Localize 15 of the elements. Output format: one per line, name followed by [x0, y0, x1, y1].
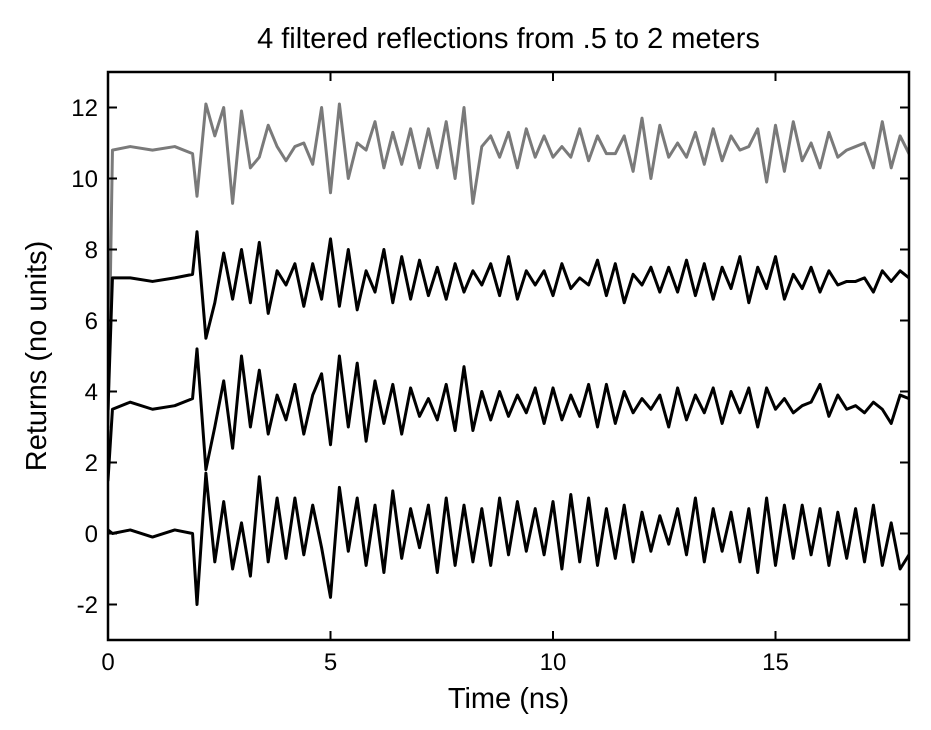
x-tick-label: 10 [540, 649, 566, 676]
y-tick-label: 10 [71, 166, 98, 193]
y-tick-label: 6 [84, 308, 98, 335]
chart-title: 4 filtered reflections from .5 to 2 meters [257, 23, 760, 55]
x-axis-title: Time (ns) [448, 683, 570, 715]
y-tick-label: 2 [84, 450, 98, 477]
x-tick-label: 5 [324, 649, 338, 676]
x-tick-label: 0 [101, 649, 115, 676]
y-tick-label: 4 [84, 378, 98, 406]
y-axis-title: Returns (no units) [21, 240, 53, 472]
y-tick-label: 12 [71, 94, 98, 122]
y-tick-label: -2 [76, 592, 98, 619]
y-tick-label: 8 [84, 236, 98, 264]
x-tick-label: 15 [762, 649, 789, 676]
y-tick-label: 0 [84, 520, 98, 548]
